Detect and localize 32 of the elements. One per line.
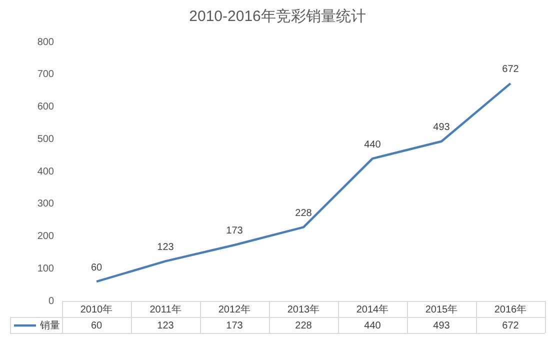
y-tick-label: 700 (37, 69, 54, 80)
y-tick-label: 500 (37, 134, 54, 145)
annotation: 60 (90, 262, 102, 274)
y-tick-label: 300 (37, 198, 54, 210)
y-tick-label: 800 (37, 36, 54, 48)
x-tick-label: 2013年 (287, 303, 320, 316)
y-tick-label: 0 (48, 296, 54, 307)
annotation: 228 (295, 208, 312, 219)
x-tick-label: 2012年 (218, 303, 251, 316)
x-tick-label: 2010年 (80, 303, 113, 316)
annotation: 440 (364, 139, 382, 150)
data-label: 672 (502, 320, 520, 332)
y-tick-label: 200 (37, 231, 54, 242)
annotation: 672 (502, 64, 520, 76)
data-label: 60 (90, 320, 102, 332)
y-tick-label: 600 (37, 102, 54, 112)
data-label: 173 (226, 320, 244, 332)
data-label: 228 (295, 320, 312, 332)
data-label: 493 (433, 320, 450, 332)
chart-title: 2010-2016年竞彩销量统计 (189, 8, 366, 26)
annotation: 123 (157, 242, 174, 253)
data-label: 123 (157, 320, 174, 332)
x-tick-label: 2015年 (425, 303, 458, 316)
x-tick-label: 2014年 (356, 303, 389, 316)
annotation: 173 (226, 226, 244, 237)
y-tick-label: 100 (37, 263, 54, 274)
y-tick-label: 400 (37, 166, 54, 178)
x-tick-label: 2016年 (494, 303, 527, 316)
x-tick-label: 2011年 (150, 303, 182, 316)
annotation: 493 (433, 122, 450, 134)
data-label: 440 (364, 320, 382, 332)
legend-label: 销量 (39, 320, 60, 332)
